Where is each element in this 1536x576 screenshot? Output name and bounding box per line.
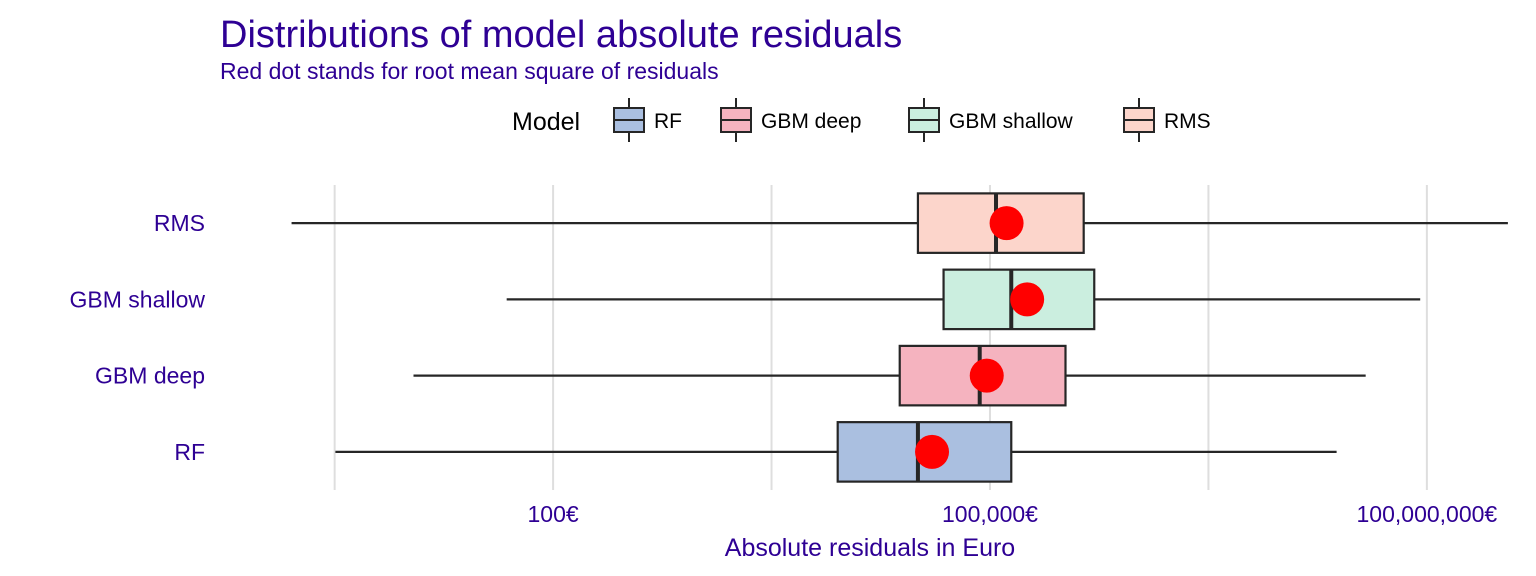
boxes: [291, 192, 1508, 483]
box-rms: [291, 192, 1508, 254]
legend-item-rf: RF: [613, 98, 682, 142]
legend-label: RF: [654, 110, 682, 133]
legend-label: RMS: [1164, 110, 1211, 133]
y-axis: RMS GBM shallow GBM deep RF: [70, 210, 206, 465]
box-rf: [335, 421, 1337, 483]
y-tick-label: GBM deep: [95, 363, 205, 389]
chart-title: Distributions of model absolute residual…: [220, 14, 903, 56]
y-tick-label: RMS: [154, 210, 205, 236]
y-tick-label: RF: [174, 439, 205, 465]
x-axis: 100€ 100,000€ 100,000,000€: [528, 501, 1498, 527]
rms-dot: [969, 358, 1004, 393]
legend-title: Model: [512, 108, 580, 136]
x-tick-label: 100€: [528, 501, 579, 527]
rms-dot: [989, 206, 1024, 241]
x-tick-label: 100,000,000€: [1357, 501, 1498, 527]
legend-item-gbm-shallow: GBM shallow: [908, 98, 1074, 142]
legend-label: GBM deep: [761, 110, 861, 133]
legend-item-rms: RMS: [1123, 98, 1211, 142]
legend-label: GBM shallow: [949, 110, 1074, 133]
x-tick-label: 100,000€: [942, 501, 1038, 527]
legend: Model RF GBM deep GBM shallow RMS: [512, 98, 1211, 142]
legend-item-gbm-deep: GBM deep: [720, 98, 861, 142]
grid-lines: [333, 185, 1428, 490]
box-gbm-shallow: [506, 268, 1421, 331]
x-axis-label: Absolute residuals in Euro: [725, 534, 1015, 562]
chart-subtitle: Red dot stands for root mean square of r…: [220, 58, 719, 84]
box-gbm-deep: [413, 344, 1366, 407]
rms-dot: [915, 434, 950, 469]
y-tick-label: GBM shallow: [70, 286, 206, 312]
rms-dot: [1010, 282, 1045, 317]
